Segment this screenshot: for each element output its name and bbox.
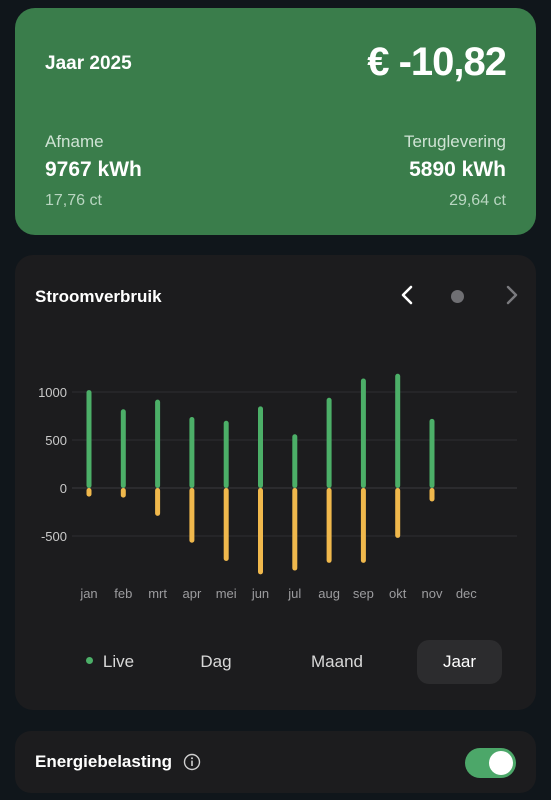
bar-nov [429, 488, 435, 502]
return-value: 5890 kWh [409, 158, 506, 181]
x-tick-label: okt [389, 586, 407, 601]
return-price: 29,64 ct [449, 192, 506, 209]
chart-title: Stroomverbruik [35, 287, 162, 306]
year-label: Jaar 2025 [45, 53, 132, 74]
bar-okt [395, 488, 401, 538]
chevron-left-icon[interactable] [395, 281, 421, 309]
bar-jul [292, 488, 298, 571]
segment-day[interactable]: Dag [200, 652, 232, 671]
chevron-right-icon[interactable] [498, 281, 524, 309]
x-tick-label: nov [422, 586, 443, 601]
return-label: Teruglevering [403, 132, 506, 151]
dot-icon[interactable] [451, 290, 464, 303]
energy-tax-card: Energiebelasting [15, 731, 536, 793]
chart-card: Stroomverbruik 1000 500 0 -500 jan feb mrt apr m… [15, 255, 536, 710]
total-cost: € -10,82 [367, 40, 507, 84]
bar-jan [86, 488, 92, 497]
usage-chart: 1000 500 0 -500 jan feb mrt apr mei jun jul aug sep o… [38, 373, 517, 601]
energy-tax-toggle[interactable] [465, 748, 516, 778]
x-tick-label: dec [456, 586, 477, 601]
take-price: 17,76 ct [45, 192, 102, 209]
segment-year[interactable]: Jaar [417, 640, 502, 684]
segment-live[interactable]: Live [70, 640, 150, 684]
x-tick-label: mrt [148, 586, 167, 601]
summary-card: Jaar 2025 € -10,82 Afname 9767 kWh 17,76… [15, 8, 536, 235]
segment-month[interactable]: Maand [311, 652, 363, 671]
bar-sep [360, 488, 366, 563]
bar-jun [258, 488, 263, 575]
y-tick-label: 500 [45, 433, 67, 448]
x-tick-label: jul [287, 586, 301, 601]
bar-feb [120, 409, 126, 488]
x-tick-label: apr [183, 586, 202, 601]
x-tick-label: jan [79, 586, 97, 601]
bar-jan [86, 390, 92, 488]
take-label: Afname [45, 132, 104, 151]
bar-aug [326, 397, 332, 488]
bar-mrt [155, 399, 161, 488]
x-tick-label: feb [114, 586, 132, 601]
bar-sep [360, 378, 366, 488]
toggle-knob [489, 751, 513, 775]
bar-feb [120, 488, 126, 498]
bar-mrt [155, 488, 161, 516]
y-tick-label: -500 [41, 529, 67, 544]
bar-apr [189, 416, 195, 488]
bar-mei [223, 420, 229, 488]
bar-okt [395, 373, 401, 488]
x-tick-label: mei [216, 586, 237, 601]
x-tick-label: aug [318, 586, 340, 601]
segment-live-label: Live [102, 652, 135, 671]
info-icon[interactable] [183, 753, 201, 771]
energy-tax-label: Energiebelasting [35, 752, 172, 771]
bar-apr [189, 488, 195, 543]
bar-jul [292, 434, 298, 488]
x-tick-label: sep [353, 586, 374, 601]
bar-jun [258, 406, 263, 488]
bar-aug [326, 488, 332, 563]
bar-nov [429, 418, 435, 488]
y-tick-label: 0 [60, 481, 67, 496]
live-dot-icon [85, 657, 93, 665]
y-tick-label: 1000 [38, 385, 67, 400]
x-tick-label: jun [251, 586, 269, 601]
period-selector: Live Dag Maand Jaar [15, 640, 536, 684]
bar-mei [223, 488, 229, 561]
take-value: 9767 kWh [45, 158, 142, 181]
